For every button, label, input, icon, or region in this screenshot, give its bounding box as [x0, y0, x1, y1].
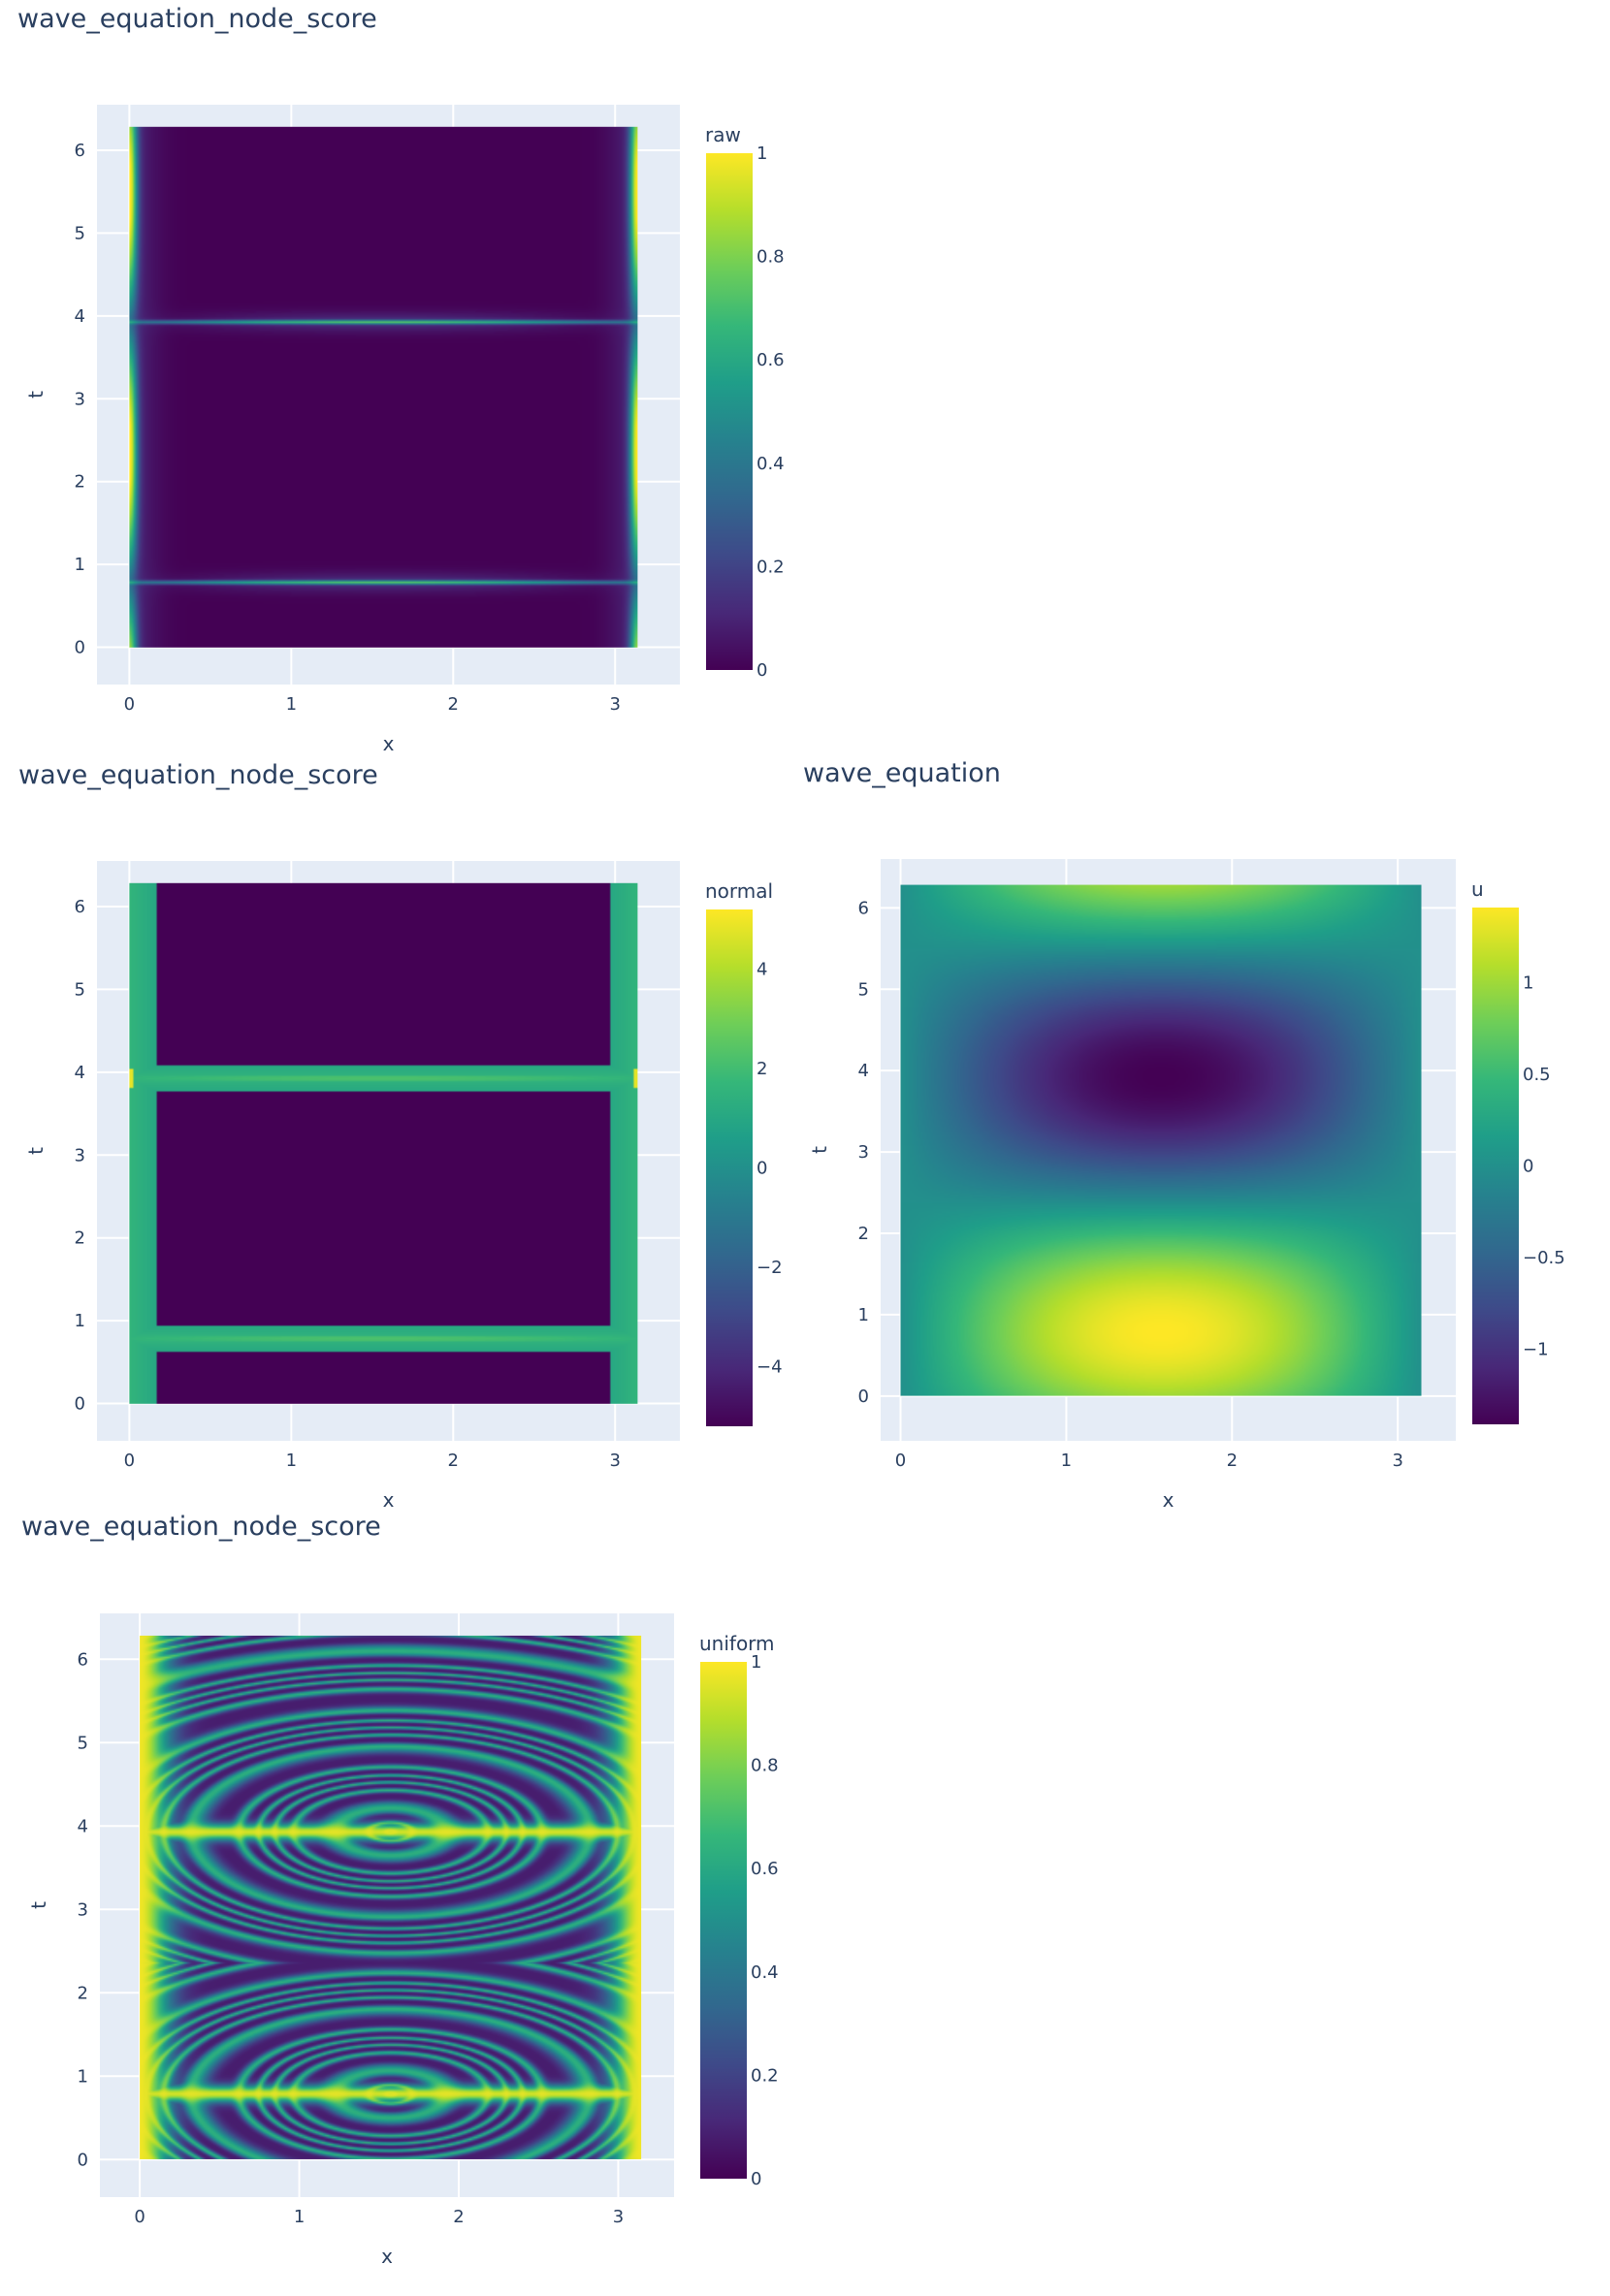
heatmap-image	[129, 126, 638, 648]
colorbar-tick-label: 0	[757, 660, 767, 681]
colorbar-tick-label: −4	[757, 1357, 783, 1378]
colorbar-tick-label: 0.2	[751, 2065, 779, 2086]
x-tick-label: 0	[124, 694, 135, 715]
x-tick-label: 0	[134, 2207, 145, 2227]
colorbar-tick-label: 0.4	[751, 1962, 779, 1983]
colorbar-tick-label: 0.5	[1523, 1065, 1551, 1085]
y-tick-label: 3	[858, 1142, 869, 1163]
y-tick-label: 1	[78, 2066, 88, 2087]
colorbar-tick-label: −2	[757, 1258, 783, 1278]
x-tick-label: 2	[448, 694, 459, 715]
chart-title: wave_equation	[803, 758, 1001, 788]
heatmap-image	[140, 1635, 642, 2159]
colorbar-title: uniform	[699, 1632, 775, 1655]
y-tick-label: 6	[78, 1649, 88, 1670]
colorbar-tick-label: −0.5	[1523, 1248, 1565, 1268]
y-tick-label: 2	[75, 1228, 85, 1249]
colorbar-title: normal	[705, 879, 773, 903]
x-tick-label: 0	[895, 1451, 906, 1471]
colorbar-tick-label: 0.4	[757, 454, 785, 474]
colorbar-title: u	[1471, 877, 1484, 901]
colorbar-tick-label: 0.6	[751, 1859, 779, 1879]
x-tick-label: 2	[448, 1451, 459, 1471]
x-tick-label: 3	[609, 694, 620, 715]
y-tick-label: 3	[75, 389, 85, 409]
heatmap-image	[129, 882, 638, 1404]
chart-panel-normal: wave_equation_node_score 0 1 2 3 0 1 2 3 4 5 6 x t nor…	[0, 756, 795, 1513]
colorbar-tick-label: 0.2	[757, 557, 785, 577]
y-tick-label: 5	[75, 979, 85, 1000]
y-tick-label: 4	[858, 1061, 869, 1081]
y-axis-label: t	[808, 1146, 831, 1154]
chart-title: wave_equation_node_score	[18, 760, 378, 790]
chart-panel-uniform: wave_equation_node_score 0 1 2 3 0 1 2 3 4 5 6 x t uni…	[0, 1512, 795, 2288]
colorbar-tick-label: 1	[751, 1652, 761, 1673]
colorbar-tick-label: −1	[1523, 1340, 1549, 1360]
colorbar-tick-label: 4	[757, 960, 767, 980]
colorbar-tick-label: 0.6	[757, 350, 785, 370]
x-axis-label: x	[381, 2245, 393, 2268]
x-tick-label: 3	[609, 1451, 620, 1471]
colorbar	[706, 153, 753, 670]
colorbar	[1472, 908, 1519, 1424]
y-tick-label: 0	[78, 2150, 88, 2170]
colorbar-tick-label: 2	[757, 1059, 767, 1079]
chart-title: wave_equation_node_score	[17, 4, 377, 34]
y-tick-label: 2	[75, 472, 85, 493]
x-axis-label: x	[383, 732, 395, 755]
y-tick-label: 6	[75, 897, 85, 917]
colorbar-tick-label: 1	[1523, 973, 1533, 993]
y-tick-label: 1	[858, 1305, 869, 1325]
heatmap-image	[900, 884, 1422, 1396]
y-tick-label: 6	[75, 141, 85, 161]
y-tick-label: 0	[858, 1387, 869, 1407]
y-tick-label: 0	[75, 638, 85, 658]
colorbar-tick-label: 0	[1523, 1157, 1533, 1177]
x-tick-label: 0	[124, 1451, 135, 1471]
colorbar-tick-label: 0	[751, 2169, 761, 2189]
y-tick-label: 5	[75, 223, 85, 243]
y-tick-label: 3	[75, 1145, 85, 1165]
y-tick-label: 2	[78, 1983, 88, 2003]
colorbar	[706, 909, 753, 1426]
y-tick-label: 4	[75, 306, 85, 327]
x-tick-label: 1	[286, 694, 297, 715]
x-tick-label: 3	[613, 2207, 624, 2227]
chart-title: wave_equation_node_score	[21, 1512, 381, 1542]
y-axis-label: t	[27, 1901, 50, 1909]
y-tick-label: 5	[78, 1733, 88, 1753]
chart-panel-wave-equation: wave_equation 0 1 2 3 0 1 2 3 4 5 6 x t u −1 −0.5 0 0.5 1	[795, 756, 1610, 1513]
x-axis-label: x	[1163, 1488, 1175, 1512]
y-tick-label: 1	[75, 555, 85, 575]
x-tick-label: 3	[1392, 1451, 1402, 1471]
colorbar-tick-label: 0.8	[757, 247, 785, 268]
y-tick-label: 5	[858, 979, 869, 1000]
y-axis-label: t	[24, 1147, 48, 1155]
x-tick-label: 1	[294, 2207, 305, 2227]
colorbar-tick-label: 1	[757, 144, 767, 164]
x-tick-label: 2	[453, 2207, 464, 2227]
y-tick-label: 3	[78, 1899, 88, 1920]
y-tick-label: 6	[858, 898, 869, 918]
x-tick-label: 1	[286, 1451, 297, 1471]
x-tick-label: 1	[1061, 1451, 1072, 1471]
y-tick-label: 4	[75, 1063, 85, 1083]
colorbar-tick-label: 0.8	[751, 1756, 779, 1776]
y-tick-label: 1	[75, 1311, 85, 1331]
colorbar	[700, 1662, 747, 2179]
chart-panel-raw: wave_equation_node_score 0 1 2 3 0 1 2 3 4 5 6 x t raw…	[0, 0, 795, 756]
x-tick-label: 2	[1227, 1451, 1238, 1471]
y-tick-label: 4	[78, 1816, 88, 1836]
colorbar-title: raw	[705, 123, 741, 146]
colorbar-tick-label: 0	[757, 1159, 767, 1179]
y-axis-label: t	[24, 391, 48, 399]
x-axis-label: x	[383, 1488, 395, 1512]
y-tick-label: 0	[75, 1394, 85, 1415]
y-tick-label: 2	[858, 1224, 869, 1244]
